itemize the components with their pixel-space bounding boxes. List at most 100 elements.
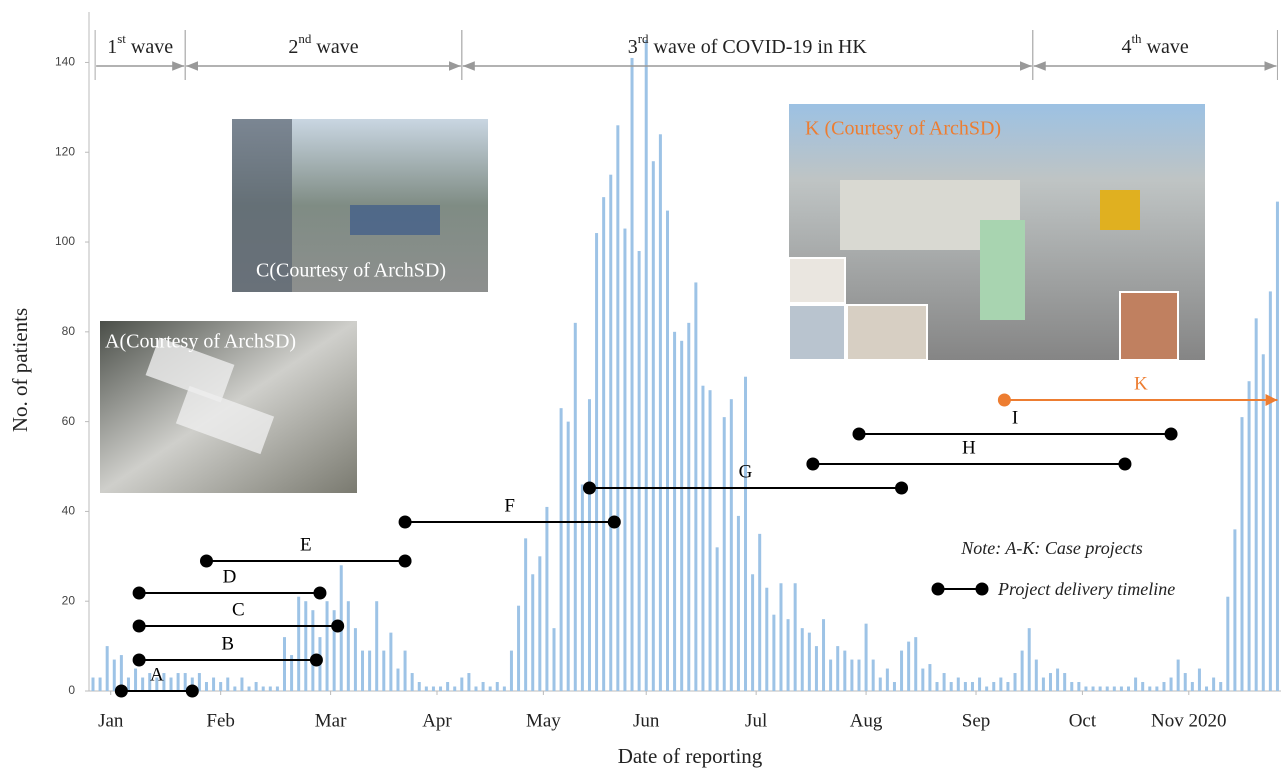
y-tick-label: 40 xyxy=(62,504,76,518)
photo-a xyxy=(100,321,357,493)
bar xyxy=(928,664,932,691)
timeline-end xyxy=(309,653,323,667)
x-tick-label: Mar xyxy=(315,710,347,731)
y-tick-label: 100 xyxy=(55,234,75,248)
bar xyxy=(1006,682,1010,691)
photo-k xyxy=(788,104,1205,361)
bar xyxy=(907,641,911,691)
bar xyxy=(183,673,187,691)
bar xyxy=(1027,628,1031,691)
bar xyxy=(680,340,684,691)
bar xyxy=(1240,417,1244,691)
timeline-label: E xyxy=(300,534,312,555)
photo-caption: A(Courtesy of ArchSD) xyxy=(105,331,296,353)
timeline-end xyxy=(398,554,412,568)
bar xyxy=(1091,686,1095,691)
bar xyxy=(282,637,286,691)
bar xyxy=(687,322,691,691)
bar xyxy=(736,515,740,691)
legend: Project delivery timeline xyxy=(931,579,1175,599)
timeline-label: C xyxy=(232,599,245,620)
bar xyxy=(630,57,634,692)
bar xyxy=(446,682,450,691)
bar xyxy=(212,677,216,691)
bar xyxy=(836,646,840,691)
bar xyxy=(963,682,967,691)
bar xyxy=(197,673,201,691)
bar xyxy=(467,673,471,691)
bar xyxy=(176,673,180,691)
bar xyxy=(772,614,776,691)
bar xyxy=(1056,668,1060,691)
photo-caption: K (Courtesy of ArchSD) xyxy=(805,118,1001,140)
bar xyxy=(126,677,130,691)
bar xyxy=(573,322,577,691)
bar xyxy=(1233,529,1237,691)
x-tick-label: Jul xyxy=(745,710,767,731)
wave-label-part: rd xyxy=(638,31,649,46)
bar xyxy=(226,677,230,691)
bar xyxy=(1119,686,1123,691)
bar xyxy=(204,682,208,691)
bar xyxy=(1070,682,1074,691)
timeline-start xyxy=(398,515,412,529)
bar xyxy=(658,134,662,691)
bar xyxy=(1127,686,1131,691)
bar xyxy=(1226,596,1230,691)
bar xyxy=(829,659,833,691)
bar xyxy=(297,596,301,691)
y-tick-label: 120 xyxy=(55,144,75,158)
bar xyxy=(375,601,379,691)
y-tick-label: 20 xyxy=(62,593,76,607)
bar xyxy=(800,628,804,691)
bar xyxy=(155,677,159,691)
bar xyxy=(531,574,535,691)
bar xyxy=(580,484,584,691)
bar xyxy=(1162,682,1166,691)
bar xyxy=(595,233,599,691)
bar xyxy=(481,682,485,691)
bar xyxy=(892,682,896,691)
bar xyxy=(942,673,946,691)
wave-label: 3rd wave of COVID-19 in HK xyxy=(628,31,868,57)
wave-label-part: th xyxy=(1131,31,1142,46)
timeline-end xyxy=(313,586,327,600)
x-tick-label: Nov 2020 xyxy=(1151,710,1226,731)
bar xyxy=(1098,686,1102,691)
bar xyxy=(793,583,797,691)
bar xyxy=(786,619,790,691)
bar xyxy=(850,659,854,691)
timeline-start xyxy=(132,619,146,633)
bar xyxy=(623,228,627,691)
bar xyxy=(98,677,102,691)
y-axis-title: No. of patients xyxy=(8,308,32,432)
bar xyxy=(715,547,719,691)
timeline-start xyxy=(806,457,820,471)
bar xyxy=(1148,686,1152,691)
bar xyxy=(878,677,882,691)
bar xyxy=(424,686,428,691)
y-tick-label: 0 xyxy=(68,683,75,697)
bar xyxy=(410,673,414,691)
timeline-label: D xyxy=(223,566,237,587)
bar xyxy=(970,682,974,691)
bar xyxy=(488,686,492,691)
timeline-end xyxy=(607,515,621,529)
bar xyxy=(495,682,499,691)
bar xyxy=(900,650,904,691)
bar xyxy=(602,197,606,691)
bar xyxy=(1112,686,1116,691)
bar xyxy=(240,677,244,691)
bar xyxy=(368,650,372,691)
bar xyxy=(134,668,138,691)
bar xyxy=(744,376,748,691)
bar xyxy=(311,610,315,691)
bar xyxy=(361,650,365,691)
bar xyxy=(779,583,783,691)
x-tick-label: Aug xyxy=(850,710,883,731)
bar xyxy=(91,677,95,691)
bar xyxy=(758,533,762,691)
bar xyxy=(949,682,953,691)
timeline-start xyxy=(997,393,1011,407)
bar xyxy=(1254,318,1258,691)
